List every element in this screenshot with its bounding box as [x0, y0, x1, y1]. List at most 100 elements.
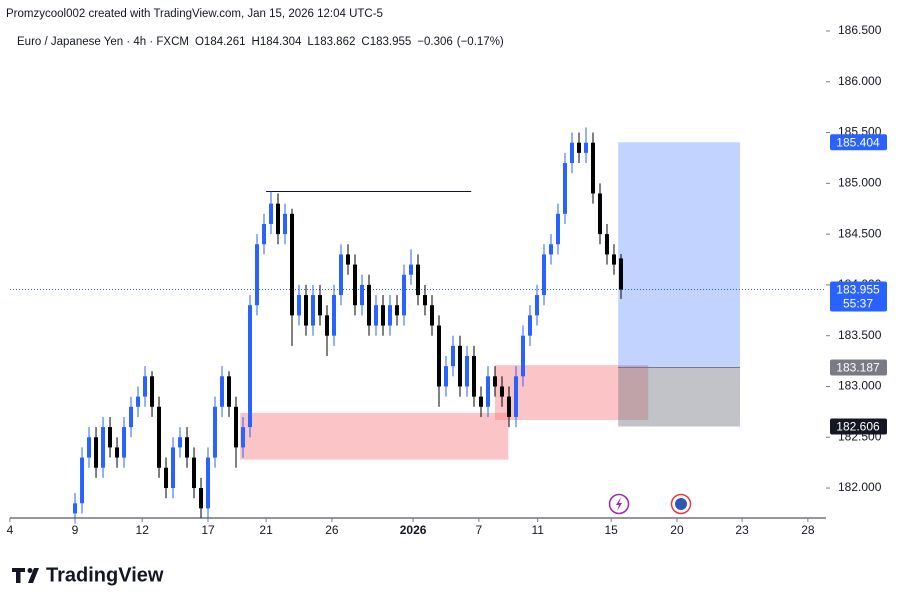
y-tick-label: 183.000	[838, 379, 882, 393]
candle-body	[409, 264, 414, 275]
candle-body	[611, 254, 616, 265]
candle-body	[304, 295, 309, 326]
candle-body	[506, 396, 511, 417]
candle-body	[527, 315, 532, 336]
y-tick-label: 183.500	[838, 328, 882, 342]
candle-body	[416, 264, 420, 296]
ohlc-label: H	[252, 36, 260, 48]
last-price-tag-bg	[830, 281, 887, 312]
target-tag: 185.404	[836, 135, 880, 149]
candle-body	[136, 396, 141, 407]
candle-body	[185, 437, 190, 458]
candle-body	[597, 193, 602, 235]
x-tick-label: 23	[735, 523, 749, 537]
ohlc-value: 184.304	[260, 36, 302, 48]
change-pct: (−0.17%)	[457, 36, 504, 48]
stop-tag: 182.606	[836, 420, 880, 434]
x-tick-label: 15	[605, 523, 619, 537]
x-tick-label: 9	[72, 523, 79, 537]
candle-body	[381, 305, 386, 326]
attribution: Promzycool002 created with TradingView.c…	[6, 8, 383, 20]
candle-body	[464, 355, 469, 387]
x-tick-label: 11	[531, 523, 544, 537]
candle-body	[234, 406, 239, 448]
ohlc-value: 184.261	[204, 36, 246, 48]
candle-body	[248, 305, 253, 428]
stop-tag-bg	[830, 418, 887, 435]
candle-body	[150, 376, 155, 407]
brand-name: TradingView	[46, 564, 164, 586]
candle-body	[569, 142, 574, 164]
candle-body	[402, 274, 407, 316]
candle-body	[227, 376, 232, 407]
entry-tag-bg	[830, 359, 887, 376]
candle-body	[360, 284, 365, 306]
y-tick-label: 182.000	[838, 480, 882, 494]
x-tick-label: 7	[476, 523, 483, 537]
candle-body	[367, 284, 372, 326]
plot-area	[10, 127, 826, 524]
x-tick-label: 12	[136, 523, 150, 537]
candle-body	[290, 213, 295, 316]
candle-body	[129, 406, 134, 428]
candle-body	[485, 376, 490, 407]
candle-body	[220, 376, 225, 407]
candle-body	[241, 427, 246, 448]
candle-body	[583, 142, 588, 153]
candle-body	[562, 163, 567, 214]
brand-logo: TradingView	[12, 564, 164, 586]
y-tick-label: 186.000	[838, 74, 882, 88]
candle-body	[199, 488, 204, 509]
candle-body	[555, 213, 560, 245]
ohlc-value: 183.955	[370, 36, 412, 48]
candle-body	[87, 437, 92, 458]
candle-body	[101, 427, 106, 468]
candle-body	[178, 437, 183, 448]
candle-body	[499, 386, 504, 397]
candle-body	[80, 457, 85, 504]
candle-body	[311, 295, 316, 326]
x-tick-label: 17	[201, 523, 215, 537]
candle-body	[346, 254, 351, 265]
candle-body	[339, 254, 344, 296]
candle-body	[374, 305, 379, 326]
last-price-tag: 183.955	[836, 283, 880, 297]
candle-body	[157, 406, 162, 468]
candle-body	[206, 457, 211, 509]
y-tick-label: 185.000	[838, 176, 882, 190]
x-tick-label: 26	[325, 523, 339, 537]
candle-body	[171, 447, 176, 489]
change: −0.306	[417, 36, 453, 48]
ohlc-label: O	[195, 36, 204, 48]
ohlc-label: L	[307, 36, 314, 48]
candle-body	[164, 467, 169, 489]
y-tick-label: 184.500	[838, 226, 882, 240]
demand-zone	[240, 412, 509, 460]
candle-body	[332, 295, 337, 336]
candle-body	[262, 223, 267, 245]
candle-body	[115, 447, 120, 458]
target-zone	[618, 142, 740, 368]
candle-body	[108, 427, 113, 448]
candle-body	[520, 335, 525, 377]
candle-body	[478, 396, 483, 407]
candle-body	[492, 376, 497, 387]
candle-body	[576, 142, 581, 153]
candle-body	[325, 315, 330, 336]
symbol-title: Euro / Japanese Yen · 4h · FXCM	[17, 36, 189, 48]
candle-body	[143, 376, 148, 397]
candle-body	[318, 295, 323, 316]
candle-body	[443, 366, 448, 387]
candle-body	[122, 427, 127, 458]
candle-body	[513, 376, 518, 417]
candle-body	[422, 295, 427, 306]
x-tick-label: 20	[670, 523, 684, 537]
symbol-legend: Euro / Japanese Yen · 4h · FXCM O184.261 H…	[17, 36, 504, 48]
countdown: 55:37	[843, 297, 873, 311]
candle-body	[604, 234, 609, 255]
candle-body	[457, 345, 462, 387]
candle-body	[213, 406, 218, 458]
candle-body	[429, 305, 434, 326]
stop-zone	[618, 367, 740, 427]
